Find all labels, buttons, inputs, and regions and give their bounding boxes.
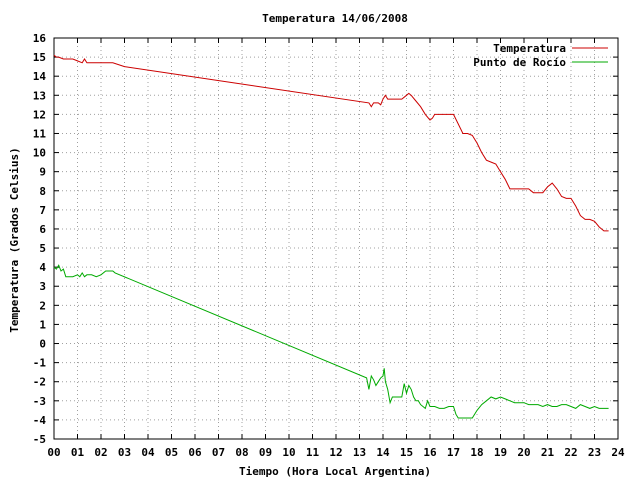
x-tick-label: 05 [165,446,178,459]
x-tick-label: 24 [611,446,625,459]
y-tick-label: 9 [39,166,46,179]
y-tick-label: 6 [39,223,46,236]
grid-lines [54,38,618,439]
x-tick-label: 01 [71,446,85,459]
y-tick-label: 12 [33,108,46,121]
y-axis-label: Temperatura (Grados Celsius) [8,147,21,332]
legend-label-punto-de-rocio: Punto de Rocío [473,56,566,69]
y-tick-label: 5 [39,242,46,255]
chart-title: Temperatura 14/06/2008 [262,12,408,25]
y-tick-label: 7 [39,204,46,217]
x-tick-label: 15 [400,446,413,459]
x-tick-label: 10 [282,446,295,459]
y-tick-label: -2 [33,376,46,389]
x-tick-label: 16 [423,446,437,459]
y-tick-label: 11 [33,127,47,140]
x-tick-label: 19 [494,446,507,459]
x-tick-label: 00 [47,446,60,459]
y-tick-label: 10 [33,147,46,160]
series-line-punto-de-rocio [53,264,609,419]
x-tick-label: 17 [447,446,460,459]
y-tick-label: 2 [39,299,46,312]
x-tick-label: 13 [353,446,366,459]
x-tick-label: 02 [94,446,107,459]
y-tick-label: 1 [39,318,46,331]
x-axis-label: Tiempo (Hora Local Argentina) [239,465,431,478]
y-tick-label: -4 [33,414,47,427]
x-tick-label: 12 [329,446,342,459]
x-tick-label: 06 [188,446,202,459]
x-axis-ticks: 00 01 02 03 04 05 06 07 08 09 10 11 12 13 14 15 16 17 18 19… [47,38,625,459]
x-tick-label: 18 [470,446,483,459]
x-tick-label: 11 [306,446,320,459]
y-tick-label: 14 [33,70,47,83]
y-tick-label: -5 [33,433,46,446]
y-tick-label: 15 [33,51,46,64]
series-line-temperatura [53,54,609,232]
x-tick-label: 21 [541,446,555,459]
series-lines [53,54,609,419]
y-tick-label: 8 [39,185,46,198]
x-tick-label: 04 [141,446,155,459]
x-tick-label: 22 [564,446,577,459]
x-tick-label: 20 [517,446,530,459]
y-tick-label: 3 [39,280,46,293]
x-tick-label: 23 [588,446,601,459]
y-tick-label: -3 [33,395,46,408]
x-tick-label: 07 [212,446,225,459]
legend-label-temperatura: Temperatura [493,42,566,55]
y-tick-label: 13 [33,89,46,102]
x-tick-label: 14 [376,446,390,459]
x-tick-label: 08 [235,446,248,459]
x-tick-label: 03 [118,446,131,459]
y-tick-label: 4 [39,261,46,274]
y-tick-label: 0 [39,338,46,351]
y-tick-label: -1 [33,357,47,370]
y-tick-label: 16 [33,32,47,45]
x-tick-label: 09 [259,446,272,459]
